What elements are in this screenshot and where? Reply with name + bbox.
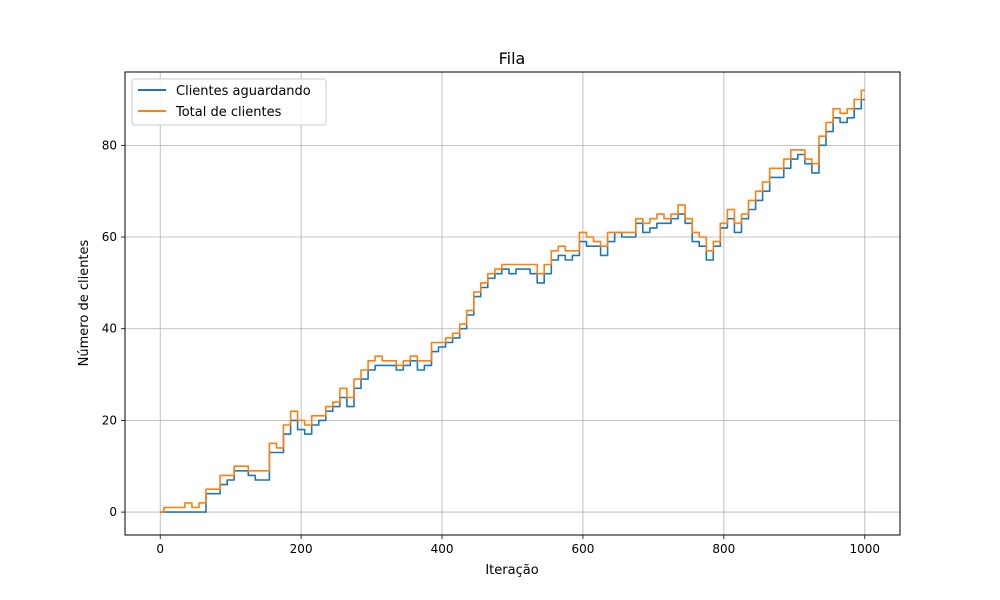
- x-tick-label: 1000: [849, 542, 880, 556]
- y-axis-label: Número de clientes: [77, 239, 92, 366]
- plot-frame: [124, 71, 901, 536]
- y-tick-label: 0: [109, 505, 117, 519]
- legend-label-total-de-clientes: Total de clientes: [175, 105, 282, 120]
- tick-group: 0 200 400 600 800 1000 0 20 40 60 80: [102, 138, 880, 556]
- series-line-clientes-aguardando: [160, 98, 865, 513]
- chart-title: Fila: [499, 49, 526, 68]
- x-tick-label: 0: [156, 542, 164, 556]
- legend: Clientes aguardando Total de clientes: [131, 78, 327, 126]
- x-tick-label: 800: [712, 542, 735, 556]
- y-tick-label: 60: [102, 230, 117, 244]
- y-tick-label: 80: [102, 138, 117, 152]
- y-tick-label: 40: [102, 322, 117, 336]
- series-group: [160, 89, 865, 513]
- series-line-total-de-clientes: [160, 89, 865, 513]
- x-tick-label: 400: [431, 542, 454, 556]
- x-tick-label: 200: [290, 542, 313, 556]
- legend-box: [131, 78, 327, 126]
- grid: [125, 72, 900, 535]
- x-tick-label: 600: [572, 542, 595, 556]
- x-axis-label: Iteração: [485, 563, 538, 578]
- legend-label-clientes-aguardando: Clientes aguardando: [176, 84, 311, 99]
- y-tick-label: 20: [102, 413, 117, 427]
